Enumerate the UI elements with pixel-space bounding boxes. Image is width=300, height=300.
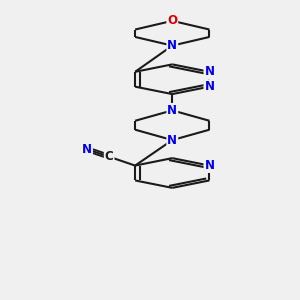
Text: N: N [204, 159, 214, 172]
Text: N: N [82, 143, 92, 156]
Text: N: N [167, 39, 177, 52]
Text: O: O [167, 14, 177, 27]
Text: C: C [105, 150, 113, 163]
Text: N: N [204, 80, 214, 93]
Text: N: N [167, 104, 177, 117]
Text: N: N [204, 65, 214, 78]
Text: N: N [167, 134, 177, 147]
